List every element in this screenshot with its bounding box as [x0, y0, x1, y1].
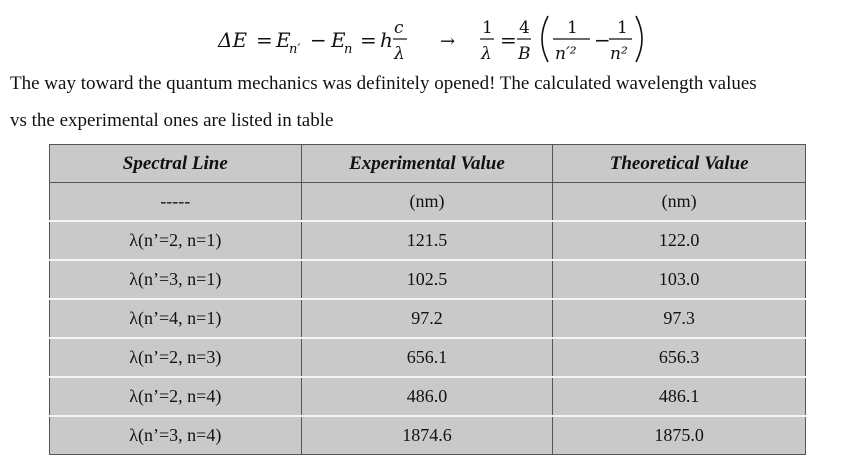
eq-four: 4 — [519, 18, 530, 38]
eq-nprime-sq: n′² — [555, 44, 577, 64]
eq-equals-1: = — [256, 28, 273, 52]
spectral-line-cell: λ(n’=3, n=4) — [49, 416, 302, 455]
table-row: λ(n’=2, n=3) 656.1 656.3 — [49, 338, 806, 378]
eq-equals-2: = — [360, 28, 377, 52]
table-header-row: Spectral Line Experimental Value Theoret… — [49, 144, 806, 183]
spectral-line-cell: λ(n’=3, n=1) — [49, 260, 302, 300]
table-row: λ(n’=4, n=1) 97.2 97.3 — [49, 299, 806, 339]
eq-delta-e: ΔE — [217, 28, 247, 52]
units-cell: ----- — [49, 182, 302, 222]
eq-arrow: → — [440, 31, 455, 52]
paragraph-line-2: vs the experimental ones are listed in t… — [10, 110, 334, 131]
eq-one-a: 1 — [567, 18, 578, 38]
eq-left-paren — [541, 15, 549, 63]
eq-n-sq: n² — [610, 44, 628, 64]
eq-one-b: 1 — [617, 18, 628, 38]
theoretical-value-cell: 656.3 — [552, 338, 806, 378]
eq-e-nprime: E — [275, 28, 291, 52]
theoretical-value-cell: 103.0 — [552, 260, 806, 300]
table-row: λ(n’=3, n=4) 1874.6 1875.0 — [49, 416, 806, 455]
experimental-value-cell: 656.1 — [300, 338, 554, 378]
eq-c: c — [394, 18, 404, 38]
eq-equals-3: = — [500, 28, 517, 52]
experimental-value-cell: 102.5 — [300, 260, 554, 300]
spectral-line-cell: λ(n’=2, n=3) — [49, 338, 302, 378]
header-experimental-value: Experimental Value — [300, 144, 554, 183]
eq-minus: − — [310, 28, 327, 52]
table-row: λ(n’=2, n=1) 121.5 122.0 — [49, 221, 806, 261]
experimental-value-cell: 1874.6 — [300, 416, 554, 455]
theoretical-value-cell: 122.0 — [552, 221, 806, 261]
header-spectral-line: Spectral Line — [49, 144, 302, 183]
eq-b: B — [517, 44, 531, 64]
paragraph-line-1: The way toward the quantum mechanics was… — [10, 73, 757, 94]
table-row: λ(n’=3, n=1) 102.5 103.0 — [49, 260, 806, 300]
experimental-value-cell: 121.5 — [300, 221, 554, 261]
spectral-line-cell: λ(n’=2, n=4) — [49, 377, 302, 417]
eq-h: h — [380, 28, 393, 52]
theoretical-value-cell: 97.3 — [552, 299, 806, 339]
spectral-line-cell: λ(n’=4, n=1) — [49, 299, 302, 339]
theoretical-value-cell: 1875.0 — [552, 416, 806, 455]
spectral-line-cell: λ(n’=2, n=1) — [49, 221, 302, 261]
eq-lambda: λ — [393, 44, 405, 64]
eq-one: 1 — [482, 18, 493, 38]
units-cell: (nm) — [552, 182, 806, 222]
eq-lambda-2: λ — [480, 44, 492, 64]
units-cell: (nm) — [300, 182, 554, 222]
eq-sub-n: n — [344, 42, 352, 57]
theoretical-value-cell: 486.1 — [552, 377, 806, 417]
table-row: λ(n’=2, n=4) 486.0 486.1 — [49, 377, 806, 417]
wavelength-table: Spectral Line Experimental Value Theoret… — [49, 144, 806, 455]
eq-right-paren — [635, 15, 643, 63]
experimental-value-cell: 486.0 — [300, 377, 554, 417]
header-theoretical-value: Theoretical Value — [552, 144, 806, 183]
eq-e-n: E — [330, 28, 346, 52]
eq-sub-nprime: n′ — [289, 42, 300, 57]
experimental-value-cell: 97.2 — [300, 299, 554, 339]
table-units-row: ----- (nm) (nm) — [49, 182, 806, 222]
eq-minus-2: − — [594, 28, 611, 52]
equation: ΔE = E n′ − E n = h c λ → 1 λ = 4 B 1 n′… — [0, 6, 855, 66]
